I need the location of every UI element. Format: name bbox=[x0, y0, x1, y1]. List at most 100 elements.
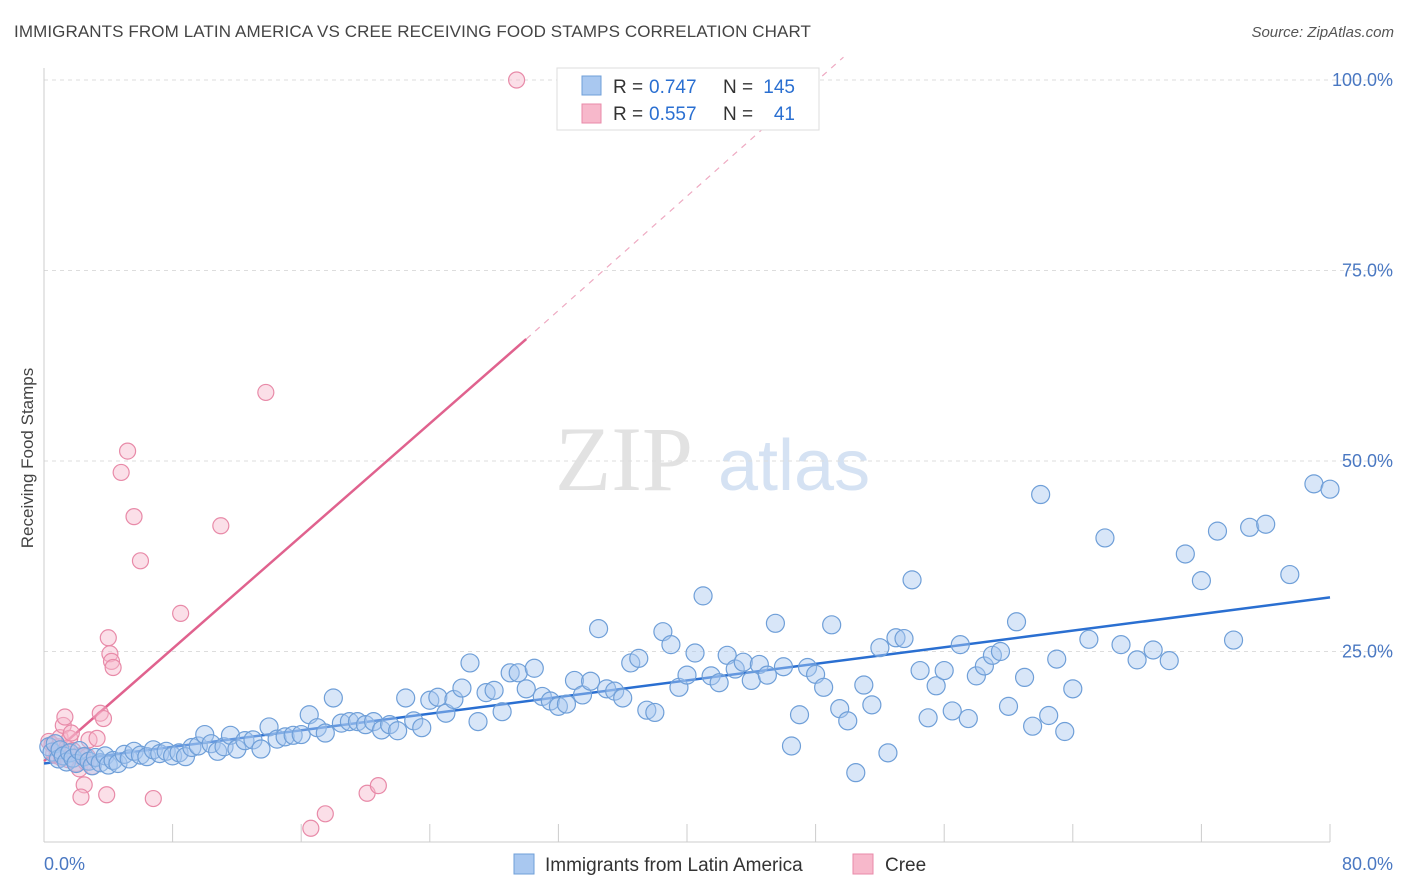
data-point-latin-america bbox=[460, 653, 480, 673]
data-point-latin-america bbox=[1320, 479, 1340, 499]
data-point-latin-america bbox=[637, 700, 657, 720]
data-points bbox=[39, 71, 1340, 837]
data-point-latin-america bbox=[1127, 650, 1147, 670]
legend-r-label-1: R = bbox=[613, 77, 643, 98]
data-point-latin-america bbox=[725, 659, 745, 679]
data-point-cree bbox=[72, 788, 90, 806]
data-point-latin-america bbox=[339, 712, 360, 732]
data-point-cree bbox=[99, 629, 117, 647]
data-point-latin-america bbox=[1023, 716, 1043, 736]
data-point-latin-america bbox=[765, 613, 786, 633]
data-point-latin-america bbox=[251, 739, 271, 759]
data-point-latin-america bbox=[749, 654, 769, 675]
data-point-latin-america bbox=[444, 689, 464, 710]
data-point-latin-america bbox=[998, 696, 1019, 716]
series-legend-label-cree: Cree bbox=[885, 855, 926, 876]
series-legend-label-latin-america: Immigrants from Latin America bbox=[545, 855, 803, 876]
data-point-latin-america bbox=[484, 680, 504, 700]
data-point-latin-america bbox=[934, 660, 954, 681]
data-point-latin-america bbox=[685, 643, 705, 663]
data-point-latin-america bbox=[404, 711, 424, 731]
gridlines bbox=[44, 79, 1394, 652]
data-point-latin-america bbox=[588, 619, 609, 639]
data-point-latin-america bbox=[822, 615, 842, 635]
data-point-latin-america bbox=[1159, 651, 1179, 671]
data-point-latin-america bbox=[315, 723, 335, 743]
data-point-latin-america bbox=[862, 695, 882, 715]
data-point-latin-america bbox=[613, 688, 633, 708]
data-point-latin-america bbox=[878, 743, 898, 763]
data-point-latin-america bbox=[886, 628, 906, 648]
data-point-latin-america bbox=[323, 688, 343, 708]
data-point-latin-america bbox=[1175, 544, 1195, 564]
data-point-latin-america bbox=[701, 666, 721, 686]
y-tick-label: 100.0% bbox=[1332, 70, 1393, 90]
data-point-cree bbox=[112, 463, 130, 482]
data-point-latin-america bbox=[412, 718, 432, 738]
data-point-cree bbox=[88, 729, 106, 747]
data-point-latin-america bbox=[524, 658, 544, 678]
data-point-cree bbox=[508, 71, 526, 89]
data-point-latin-america bbox=[1063, 679, 1083, 699]
data-point-latin-america bbox=[492, 702, 512, 722]
series-legend-swatch-cree bbox=[852, 853, 874, 875]
data-point-latin-america bbox=[709, 673, 729, 693]
data-point-latin-america bbox=[902, 570, 922, 590]
data-point-latin-america bbox=[942, 701, 962, 721]
y-tick-label: 25.0% bbox=[1342, 642, 1393, 662]
data-point-latin-america bbox=[629, 648, 649, 668]
data-point-cree bbox=[302, 819, 320, 837]
data-point-latin-america bbox=[950, 635, 970, 655]
data-point-latin-america bbox=[548, 696, 569, 716]
y-axis-label: Receiving Food Stamps bbox=[18, 368, 37, 548]
legend-n-label-1: N = bbox=[723, 77, 753, 98]
data-point-latin-america bbox=[789, 705, 810, 725]
legend-n-value-1: 145 bbox=[763, 77, 795, 98]
data-point-latin-america bbox=[846, 763, 866, 783]
legend-r-value-1: 0.747 bbox=[649, 77, 697, 98]
data-point-latin-america bbox=[661, 635, 681, 655]
legend-n-label-2: N = bbox=[723, 104, 753, 125]
data-point-cree bbox=[91, 704, 109, 722]
data-point-cree bbox=[369, 777, 387, 795]
data-point-latin-america bbox=[854, 675, 874, 695]
legend-r-label-2: R = bbox=[613, 104, 643, 125]
trend-line-latin-america bbox=[43, 596, 1331, 765]
data-point-latin-america bbox=[267, 729, 287, 749]
data-point-cree bbox=[94, 709, 113, 728]
data-point-latin-america bbox=[1280, 564, 1300, 585]
data-point-latin-america bbox=[958, 708, 978, 729]
data-point-latin-america bbox=[1240, 517, 1260, 537]
data-point-latin-america bbox=[580, 671, 601, 691]
data-point-latin-america bbox=[990, 641, 1011, 662]
data-point-latin-america bbox=[556, 694, 577, 714]
data-point-latin-america bbox=[926, 676, 946, 696]
data-point-latin-america bbox=[757, 665, 777, 685]
data-point-latin-america bbox=[918, 708, 938, 728]
data-point-latin-america bbox=[291, 724, 311, 745]
data-point-latin-america bbox=[1039, 705, 1059, 726]
data-point-latin-america bbox=[428, 687, 448, 707]
data-point-latin-america bbox=[130, 745, 151, 765]
chart-title: IMMIGRANTS FROM LATIN AMERICA VS CREE RE… bbox=[14, 22, 812, 41]
legend-r-value-2: 0.557 bbox=[649, 104, 697, 125]
data-point-latin-america bbox=[894, 628, 914, 649]
data-point-latin-america bbox=[741, 670, 761, 691]
data-point-cree bbox=[144, 789, 162, 808]
data-point-latin-america bbox=[974, 656, 994, 676]
data-point-latin-america bbox=[1207, 521, 1228, 541]
data-point-latin-america bbox=[733, 652, 753, 672]
data-point-latin-america bbox=[645, 702, 665, 723]
data-point-latin-america bbox=[1143, 640, 1163, 660]
data-point-latin-america bbox=[605, 681, 625, 701]
x-tick-label-max: 80.0% bbox=[1342, 854, 1393, 874]
data-point-latin-america bbox=[1047, 649, 1067, 669]
data-point-latin-america bbox=[1304, 474, 1324, 494]
watermark-zip: ZIP bbox=[555, 408, 693, 510]
data-point-latin-america bbox=[597, 679, 617, 699]
data-point-latin-america bbox=[388, 721, 408, 741]
legend-swatch-blue bbox=[581, 75, 602, 96]
data-point-latin-america bbox=[677, 665, 697, 685]
data-point-latin-america bbox=[910, 660, 930, 681]
data-point-latin-america bbox=[1031, 484, 1051, 505]
